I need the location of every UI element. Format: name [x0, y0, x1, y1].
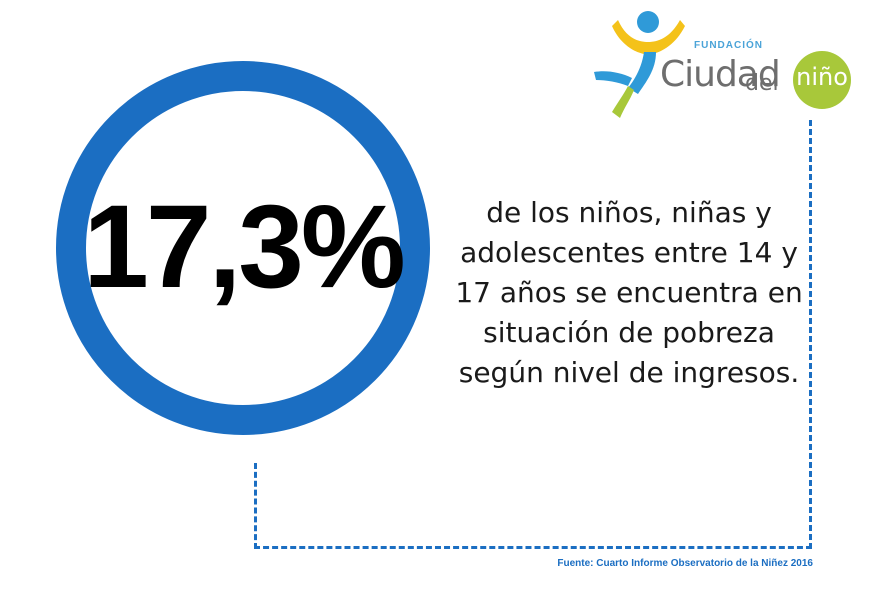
logo-ciudad-text: Ciudad [660, 54, 781, 95]
fundacion-ciudad-del-nino-logo: FUNDACIÓN Ciudad del niño [590, 8, 860, 120]
logo-nino-text: niño [796, 63, 848, 91]
statement-line: según nivel de ingresos. [458, 356, 800, 389]
source-citation: Fuente: Cuarto Informe Observatorio de l… [557, 558, 813, 569]
statement-line: adolescentes entre 14 y [460, 236, 798, 269]
logo-fundacion-text: FUNDACIÓN [694, 40, 763, 51]
statement-line: de los niños, niñas y [486, 196, 772, 229]
headline-percentage: 17,3% [83, 181, 406, 313]
statement-line: situación de pobreza [483, 316, 775, 349]
logo-del-text: del [745, 71, 779, 96]
child-figure-icon [594, 11, 685, 118]
dashed-connector-bottom [254, 546, 812, 549]
dashed-connector-right [809, 120, 812, 549]
dashed-connector-left [254, 463, 257, 549]
statement-line: 17 años se encuentra en [455, 276, 803, 309]
statistic-description: de los niños, niñas y adolescentes entre… [452, 193, 806, 393]
logo-green-circle [793, 51, 851, 109]
